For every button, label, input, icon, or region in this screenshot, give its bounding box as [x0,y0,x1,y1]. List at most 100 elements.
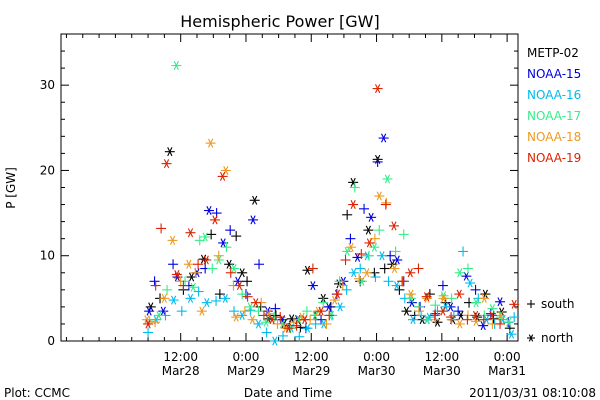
data-point [176,306,187,317]
data-point [175,276,186,287]
data-point [269,336,280,346]
data-point [470,310,481,320]
data-point [217,171,228,181]
data-point [207,263,218,274]
x-tick-label-date: Mar31 [488,364,526,378]
chart-title: Hemispheric Power [GW] [180,12,379,31]
data-point [237,310,248,320]
data-point [372,156,383,167]
data-point [454,268,465,278]
data-point [144,306,155,316]
x-tick-label-time: 12:00 [294,350,329,364]
data-point [392,255,403,265]
x-tick-label-date: Mar29 [227,364,265,378]
data-point [171,269,182,279]
data-point [213,250,224,261]
data-point [471,298,482,308]
data-point [405,289,416,299]
legend-item: NOAA-16 [527,88,581,102]
data-point [225,267,236,278]
data-point [486,310,497,320]
data-point [188,282,199,292]
data-point [291,320,302,331]
data-point [253,319,264,329]
data-point [349,182,360,193]
data-point [394,284,405,295]
data-point [401,306,412,316]
data-point [242,291,253,302]
marker-legend: south north [527,297,575,345]
y-axis: 0 10 20 30 [40,33,518,348]
x-tick-label-time: 0:00 [363,350,390,364]
data-point [465,278,476,288]
data-point [250,298,261,308]
data-point [380,199,391,210]
data-point [261,327,272,338]
data-point [448,310,459,321]
data-point [387,259,398,269]
marker-legend-label: south [541,297,575,311]
data-point [487,304,498,314]
data-point [364,238,375,248]
data-point [478,314,489,325]
data-point [438,293,449,303]
data-point [201,298,212,308]
data-point [267,315,278,325]
data-point [178,280,189,291]
data-point [345,233,356,244]
data-point [398,229,409,240]
data-point [185,228,196,238]
data-point [366,212,377,222]
data-point [318,297,329,308]
data-point [161,159,172,169]
data-point [363,250,374,261]
data-point [203,206,214,216]
x-tick-label-time: 12:00 [163,350,198,364]
data-point [405,268,416,278]
data-point [167,235,178,245]
data-point [150,317,161,328]
series-noaa-15 [144,133,514,334]
data-point [424,289,435,300]
data-point [342,246,353,256]
data-point [206,229,217,240]
data-point [356,249,367,260]
data-point [221,242,232,253]
data-point [479,293,490,303]
data-point [224,259,235,269]
data-point [225,225,236,236]
data-point [156,223,167,234]
x-tick-label-date: Mar30 [358,364,396,378]
data-point [220,165,231,175]
data-point [231,231,242,242]
series-noaa-16 [143,246,520,346]
data-point [458,246,469,257]
data-point [237,289,248,300]
series-noaa-18 [141,138,506,333]
data-point [209,215,220,225]
scatter-points [141,61,520,346]
y-axis-label: P [GW] [4,167,18,209]
data-point [205,138,216,148]
data-point [421,292,432,302]
data-point [247,315,258,325]
data-point [495,318,506,329]
data-point [162,284,173,295]
data-point [503,317,514,327]
data-point [383,276,394,287]
data-point [379,263,390,274]
x-tick-label-date: Mar29 [292,364,330,378]
data-point [335,302,346,312]
data-point [150,280,161,291]
data-point [372,84,383,94]
data-point [509,299,520,309]
x-axis: 12:00Mar280:00Mar2912:00Mar290:00Mar3012… [65,34,526,378]
data-point [446,312,457,323]
data-point [245,302,256,312]
marker-legend-item: south [527,297,575,311]
data-point [369,242,380,252]
data-point [196,306,207,316]
x-tick-label-time: 12:00 [425,350,460,364]
data-point [183,259,194,269]
